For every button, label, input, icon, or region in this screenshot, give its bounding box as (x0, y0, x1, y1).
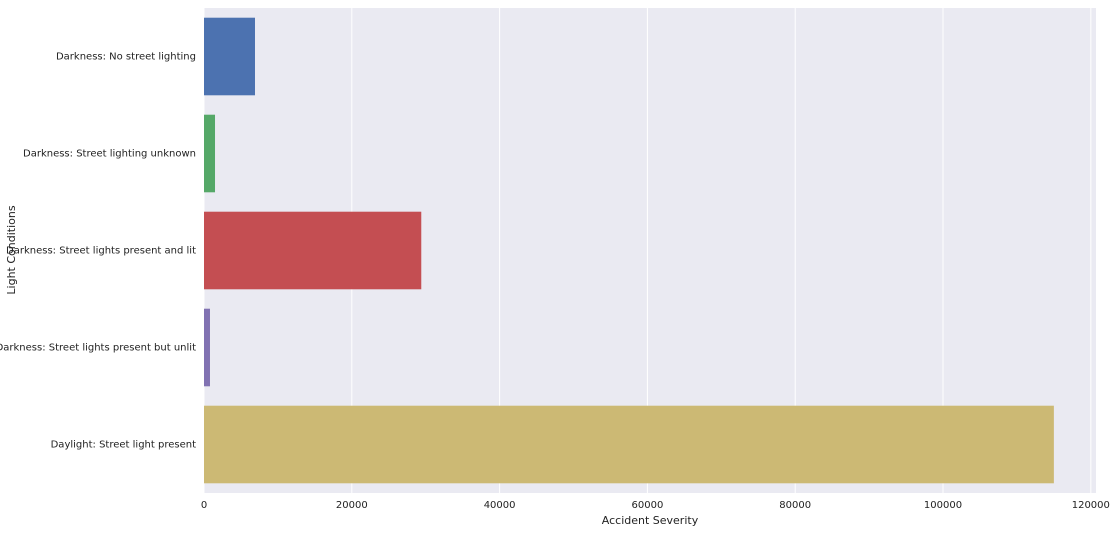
x-axis-label: Accident Severity (602, 514, 699, 527)
y-tick-label: Darkness: Street lighting unknown (23, 149, 196, 160)
x-tick-label: 80000 (779, 500, 811, 511)
bar (204, 114, 216, 193)
y-tick-label: Darkness: Street lights present and lit (6, 246, 196, 257)
x-tick-label: 20000 (336, 500, 368, 511)
x-tick-label: 0 (201, 500, 207, 511)
y-tick-label: Darkness: Street lights present but unli… (0, 343, 196, 354)
y-tick-label: Daylight: Street light present (51, 440, 196, 451)
y-axis-label: Light Conditions (5, 205, 18, 294)
bar (204, 17, 255, 96)
bar (204, 211, 422, 290)
bar (204, 405, 1054, 484)
x-tick-label: 100000 (924, 500, 962, 511)
x-tick-label: 120000 (1072, 500, 1110, 511)
x-tick-label: 40000 (484, 500, 516, 511)
x-tick-label: 60000 (632, 500, 664, 511)
y-tick-label: Darkness: No street lighting (56, 52, 196, 63)
bar (204, 308, 210, 387)
